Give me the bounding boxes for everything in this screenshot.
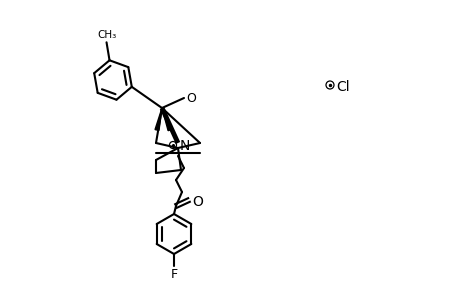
Text: N: N	[179, 139, 190, 153]
Text: O: O	[191, 195, 202, 209]
Text: Cl: Cl	[335, 80, 349, 94]
Text: O: O	[185, 92, 196, 104]
Text: CH₃: CH₃	[97, 30, 116, 40]
Polygon shape	[162, 108, 172, 131]
Text: F: F	[170, 268, 177, 281]
Polygon shape	[155, 108, 162, 130]
